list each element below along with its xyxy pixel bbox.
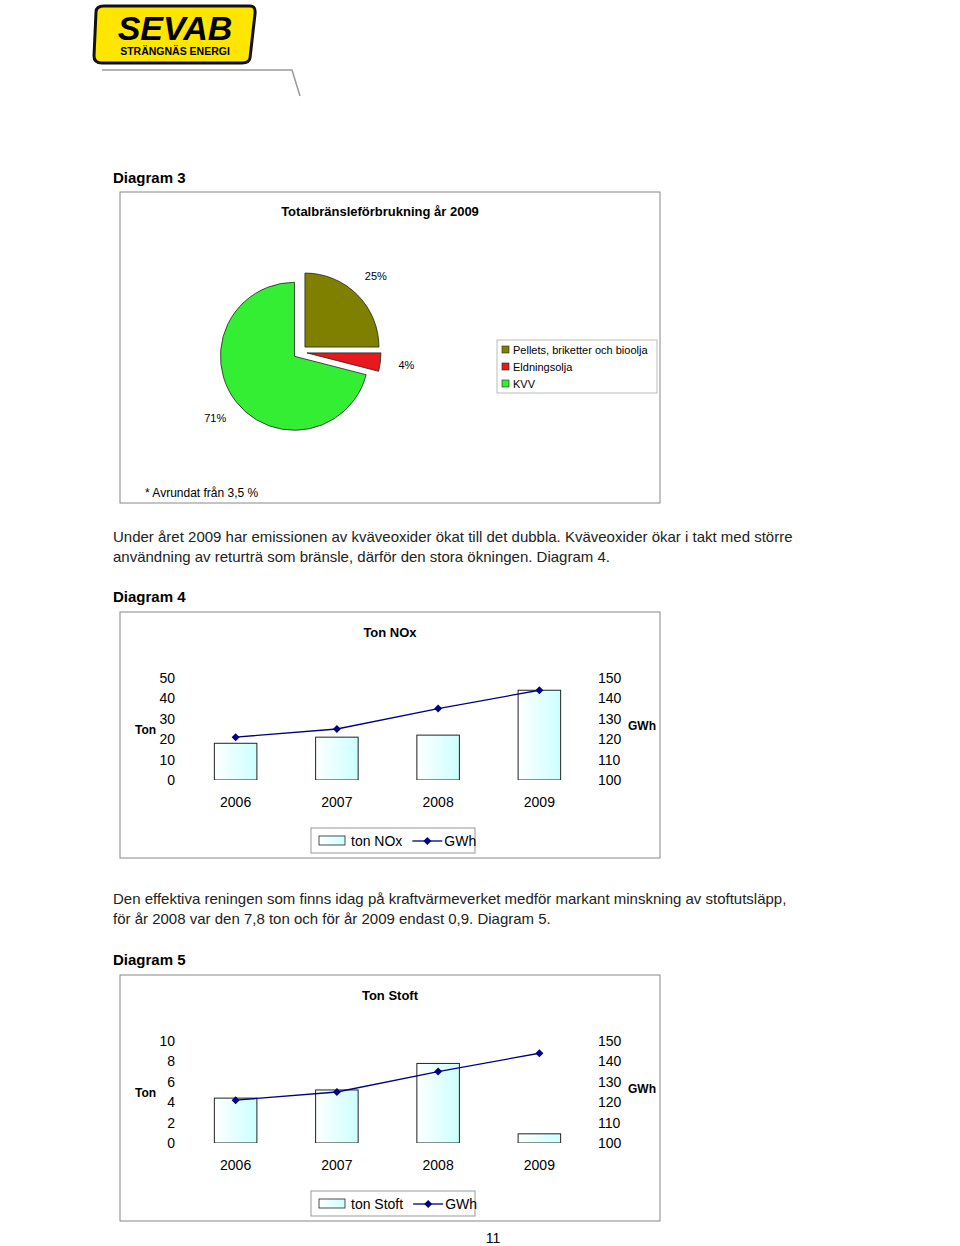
x-tick-label: 2008 <box>423 794 454 810</box>
y-tick-label: 20 <box>159 731 175 747</box>
pie-slices <box>220 273 380 430</box>
legend-swatch <box>424 1200 432 1208</box>
legend-label: ton Stoft <box>351 1196 403 1212</box>
y2-tick-label: 140 <box>598 1053 622 1069</box>
y2-tick-label: 130 <box>598 1074 622 1090</box>
heading: Diagram 4 <box>113 588 186 605</box>
legend-label: GWh <box>444 833 476 849</box>
legend-label: Pellets, briketter och bioolja <box>513 344 648 356</box>
annotation: * Avrundat från 3,5 % <box>145 486 259 500</box>
plot-marks <box>214 686 560 780</box>
y-tick-label: 10 <box>159 752 175 768</box>
pie-slice <box>305 273 379 347</box>
y2-tick-label: 150 <box>598 670 622 686</box>
legend-swatch <box>319 836 345 845</box>
y-axis-label: Ton <box>135 1086 156 1100</box>
marker <box>434 705 442 713</box>
logo-rule <box>102 70 300 96</box>
chart-frame <box>120 975 660 1221</box>
legend-label: KVV <box>513 378 536 390</box>
y2-axis-label: GWh <box>628 1082 656 1096</box>
legend-swatch <box>319 1199 345 1208</box>
marker <box>333 1088 341 1096</box>
x-tick-label: 2008 <box>423 1157 454 1173</box>
data-label: 25% <box>365 270 387 282</box>
heading: Diagram 3 <box>113 169 186 186</box>
y2-tick-label: 110 <box>598 1115 621 1131</box>
chart-title: Ton Stoft <box>362 988 419 1003</box>
y2-tick-label: 100 <box>598 772 622 788</box>
y2-tick-label: 120 <box>598 1094 622 1110</box>
plot-marks <box>214 1049 560 1143</box>
y2-tick-label: 130 <box>598 711 622 727</box>
logo-badge <box>94 6 255 63</box>
legend-label: Eldningsolja <box>513 361 573 373</box>
y-tick-label: 4 <box>167 1094 175 1110</box>
x-tick-label: 2006 <box>220 1157 251 1173</box>
page: {"page": { "logo": {"name": "SEVAB", "su… <box>0 0 960 1246</box>
bar <box>417 735 460 780</box>
chart-frame <box>120 192 660 503</box>
chart-title: Totalbränsleförbrukning år 2009 <box>281 204 479 219</box>
paragraph: Under året 2009 har emissionen av kväveo… <box>113 527 803 567</box>
x-tick-label: 2009 <box>524 794 555 810</box>
marker <box>535 1049 543 1057</box>
line <box>236 690 540 737</box>
logo-name: SEVAB <box>118 9 233 47</box>
y-tick-label: 8 <box>167 1053 175 1069</box>
marker <box>232 733 240 741</box>
heading: Diagram 5 <box>113 951 186 968</box>
marker <box>333 725 341 733</box>
legend-swatch <box>502 346 509 353</box>
marker <box>232 1096 240 1104</box>
legend-swatch <box>502 363 509 370</box>
bar <box>214 1098 257 1143</box>
bar <box>214 743 257 780</box>
y-axis-label: Ton <box>135 723 156 737</box>
legend-swatch <box>502 380 509 387</box>
logo-subtitle: STRÄNGNÄS ENERGI <box>120 45 230 57</box>
pie-slice <box>220 282 366 430</box>
y2-tick-label: 140 <box>598 690 622 706</box>
y-tick-label: 40 <box>159 690 175 706</box>
y2-tick-label: 100 <box>598 1135 622 1151</box>
y2-tick-label: 110 <box>598 752 621 768</box>
y-tick-label: 10 <box>159 1033 175 1049</box>
canvas: SEVABSTRÄNGNÄS ENERGI Diagram 3 Diagram 4 D… <box>0 0 960 1246</box>
bar <box>518 690 561 780</box>
y2-tick-label: 120 <box>598 731 622 747</box>
data-label: 71% <box>204 412 226 424</box>
legend-box <box>497 340 657 393</box>
x-tick-label: 2007 <box>321 1157 352 1173</box>
marker <box>535 686 543 694</box>
bar <box>316 1090 359 1143</box>
y-tick-label: 50 <box>159 670 175 686</box>
page-number: 11 <box>486 1230 501 1246</box>
paragraph: Den effektiva reningen som finns idag på… <box>113 889 803 929</box>
data-label: 4% <box>399 359 415 371</box>
y-tick-label: 0 <box>167 1135 175 1151</box>
bar <box>518 1134 561 1143</box>
y-tick-label: 30 <box>159 711 175 727</box>
chart-frame <box>120 612 660 858</box>
legend-label: GWh <box>445 1196 477 1212</box>
y2-tick-label: 150 <box>598 1033 622 1049</box>
line <box>236 1053 540 1100</box>
x-tick-label: 2006 <box>220 794 251 810</box>
x-tick-label: 2007 <box>321 794 352 810</box>
legend-swatch <box>423 837 431 845</box>
chart-title: Ton NOx <box>363 625 417 640</box>
y-tick-label: 0 <box>167 772 175 788</box>
bar <box>417 1063 460 1143</box>
y2-axis-label: GWh <box>628 719 656 733</box>
y-tick-label: 2 <box>167 1115 175 1131</box>
y-tick-label: 6 <box>167 1074 175 1090</box>
x-tick-label: 2009 <box>524 1157 555 1173</box>
marker <box>434 1068 442 1076</box>
bar <box>316 737 359 780</box>
legend-label: ton NOx <box>351 833 402 849</box>
